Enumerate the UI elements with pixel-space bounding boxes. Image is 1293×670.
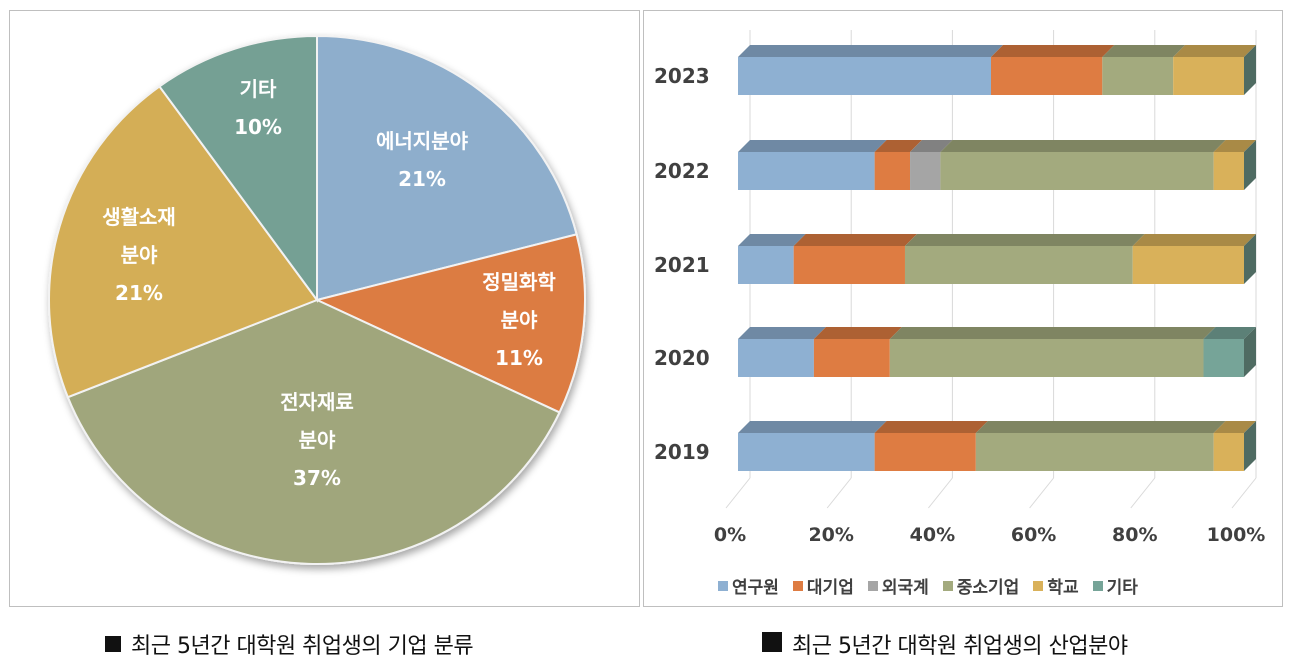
bar-segment-top (874, 421, 988, 433)
x-axis-tick-label: 100% (1206, 524, 1266, 546)
bar-segment-top (793, 234, 917, 246)
pie-slice (48, 85, 319, 399)
pie-chart (48, 34, 586, 565)
y-axis-label: 2020 (654, 346, 710, 370)
pie-slice (66, 298, 561, 565)
x-axis-tick-label: 80% (1112, 524, 1158, 546)
legend-label: 학교 (1047, 578, 1079, 598)
bar-segment-top (813, 327, 902, 339)
legend-item: 중소기업 (942, 573, 1020, 598)
bar-segment (1102, 57, 1174, 95)
pie-slice-label: 기타 10% (234, 77, 282, 139)
bar-segment (904, 246, 1133, 284)
pie-slice-label: 에너지분야 21% (376, 129, 468, 191)
x-axis-tick-label: 40% (909, 524, 956, 546)
pie-slice (314, 233, 586, 414)
legend-swatch-icon (942, 580, 953, 591)
bar-segment-top (910, 140, 953, 152)
bar-segment (1173, 57, 1244, 95)
bar-segment-top (874, 140, 923, 152)
bar-segment (1203, 339, 1244, 377)
bar-segment (1213, 433, 1244, 471)
bar-segment-top (738, 140, 887, 152)
caption-square-icon (762, 632, 782, 652)
bar-segment (738, 152, 875, 190)
bar-segment-top (738, 234, 806, 246)
bar-segment-top (975, 421, 1226, 433)
bar-segment-top (889, 327, 1216, 339)
x-axis-tick-label: 60% (1010, 524, 1057, 546)
bar-segment (940, 152, 1214, 190)
pie-slice (316, 34, 578, 302)
chart-legend: 연구원 대기업 외국계 중소기업 학교 기타 (718, 573, 1138, 598)
bar-segment-top (991, 45, 1115, 57)
bar-end-face (1244, 140, 1256, 190)
bar-segment-top (1102, 45, 1186, 57)
bar-segment-top (738, 45, 1003, 57)
bar-segment (738, 246, 794, 284)
y-axis-label: 2022 (654, 159, 710, 183)
legend-label: 외국계 (881, 578, 929, 598)
legend-label: 중소기업 (956, 578, 1020, 598)
bar-segment (991, 57, 1103, 95)
y-axis-label: 2021 (654, 253, 710, 277)
legend-label: 대기업 (806, 578, 854, 598)
legend-swatch-icon (1033, 580, 1044, 591)
bar-segment (738, 339, 814, 377)
bar-segment-top (904, 234, 1145, 246)
bar-segment-top (1173, 45, 1256, 57)
bar-segment (910, 152, 941, 190)
bar-segment (793, 246, 905, 284)
legend-item: 외국계 (867, 573, 929, 598)
pie-slice (158, 34, 318, 304)
legend-swatch-icon (792, 580, 803, 591)
bar-segment (874, 152, 911, 190)
bar-segment-top (1203, 327, 1256, 339)
x-axis-tick-label: 0% (713, 524, 747, 546)
bar-segment (874, 433, 976, 471)
bar-segment-top (940, 140, 1226, 152)
caption-square-icon (105, 636, 121, 652)
bar-chart-caption: 최근 5년간 대학원 취업생의 산업분야 (762, 628, 1128, 660)
y-axis-label: 2019 (654, 440, 710, 464)
y-axis-label: 2023 (654, 64, 710, 88)
bar-segment (813, 339, 890, 377)
bar-segment (1132, 246, 1244, 284)
legend-label: 기타 (1106, 578, 1138, 598)
legend-item: 기타 (1092, 573, 1138, 598)
pie-chart-caption: 최근 5년간 대학원 취업생의 기업 분류 (105, 628, 474, 660)
legend-item: 학교 (1033, 573, 1079, 598)
bar-end-face (1244, 45, 1256, 95)
bar-segment-top (1132, 234, 1256, 246)
bar-segment-top (738, 327, 826, 339)
pie-caption-text: 최근 5년간 대학원 취업생의 기업 분류 (131, 634, 474, 659)
legend-swatch-icon (718, 580, 728, 591)
pie-slice-label: 전자재료 분야 37% (280, 390, 354, 490)
bar-end-face (1244, 327, 1256, 377)
bar-segment (889, 339, 1204, 377)
legend-swatch-icon (1092, 580, 1103, 591)
bar-end-face (1244, 234, 1256, 284)
x-axis-tick-label: 20% (808, 524, 854, 546)
bar-segment-top (1213, 421, 1256, 433)
bar-segment-top (738, 421, 887, 433)
bar-chart (725, 30, 1257, 509)
bar-segment (975, 433, 1214, 471)
bar-segment-top (1213, 140, 1256, 152)
bar-end-face (1244, 421, 1256, 471)
pie-slice-label: 정밀화학 분야 11% (482, 270, 556, 370)
legend-item: 대기업 (792, 573, 854, 598)
pie-slice-label: 생활소재 분야 21% (102, 205, 176, 305)
bar-segment (738, 433, 875, 471)
legend-label: 연구원 (732, 578, 779, 598)
bar-segment (738, 57, 991, 95)
legend-swatch-icon (867, 580, 878, 591)
bar-caption-text: 최근 5년간 대학원 취업생의 산업분야 (792, 634, 1128, 659)
bar-segment (1213, 152, 1244, 190)
legend-item: 연구원 (718, 573, 779, 598)
